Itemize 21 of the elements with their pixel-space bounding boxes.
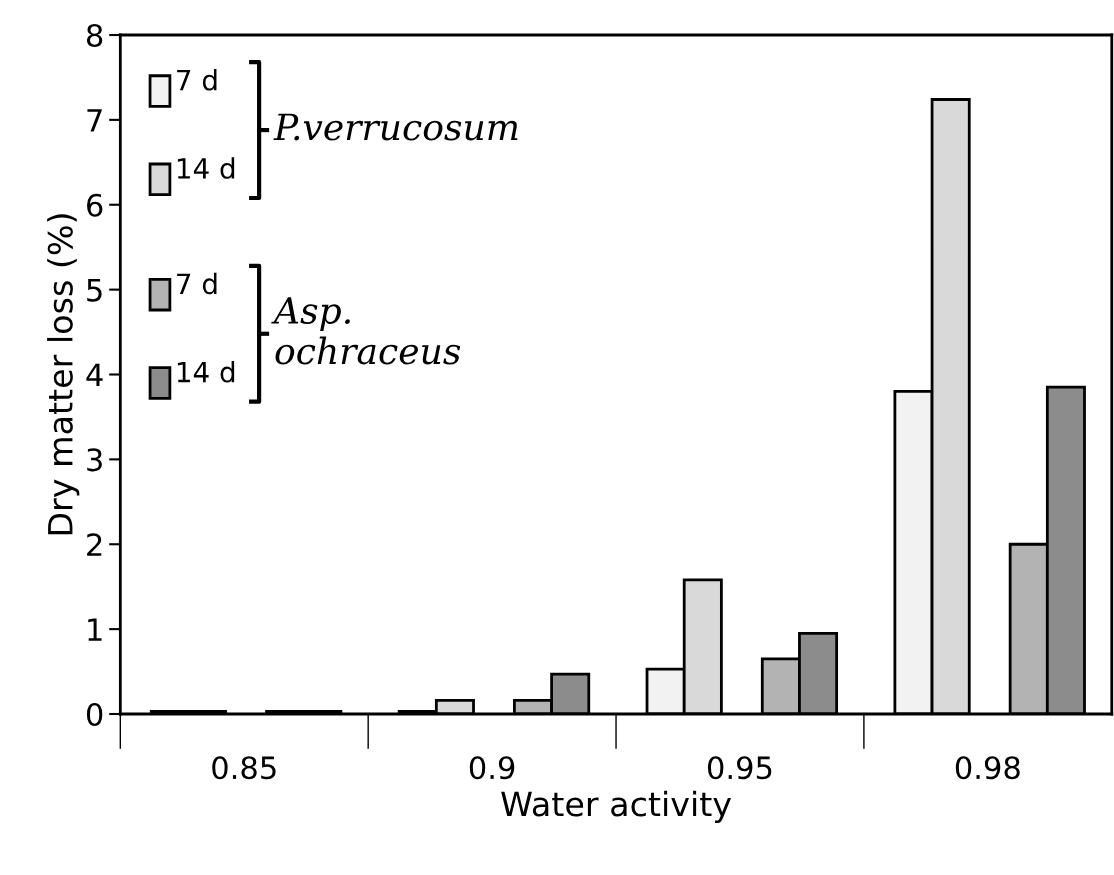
x-tick-label: 0.95 (707, 756, 772, 780)
x-tick-label: 0.98 (955, 756, 1020, 780)
legend-label: 7 d (177, 272, 217, 295)
y-tick-label: 8 (86, 23, 103, 48)
legend-label: 14 d (177, 361, 235, 383)
annotation: Asp. ochraceus (271, 297, 461, 365)
y-tick-label: 2 (87, 533, 102, 556)
y-tick-label: 4 (86, 363, 103, 387)
annotation: P.verrucosum (273, 113, 518, 141)
y-tick-label: 1 (88, 618, 102, 641)
y-tick-label: 6 (87, 193, 103, 217)
y-tick-label: 0 (86, 702, 103, 727)
legend-label: 7 d (177, 69, 217, 91)
y-tick-label: 5 (87, 278, 102, 302)
x-tick-label: 0.85 (212, 756, 276, 780)
y-tick-label: 3 (87, 448, 102, 472)
x-tick-label: 0.9 (469, 756, 515, 780)
y-tick-label: 7 (87, 109, 102, 132)
y-axis-title: Dry matter loss (%) (47, 214, 80, 535)
legend-label: 14 d (177, 157, 235, 179)
x-axis-title: Water activity (501, 790, 732, 824)
